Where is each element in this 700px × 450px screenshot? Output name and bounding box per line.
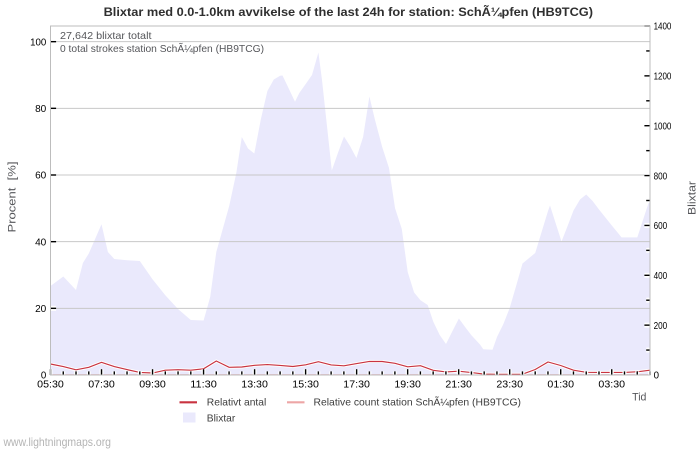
svg-text:20: 20 <box>35 304 46 315</box>
svg-text:40: 40 <box>35 237 46 248</box>
svg-text:80: 80 <box>35 104 46 115</box>
svg-text:0: 0 <box>41 371 47 382</box>
svg-text:Tid: Tid <box>632 392 646 404</box>
svg-text:Blixtar: Blixtar <box>687 181 699 215</box>
svg-text:23:30: 23:30 <box>496 380 523 391</box>
svg-text:27,642 blixtar totalt: 27,642 blixtar totalt <box>60 31 152 42</box>
svg-text:Relative count station SchÃ¼pf: Relative count station SchÃ¼pfen (HB9TCG… <box>314 396 522 409</box>
svg-text:Relativt antal: Relativt antal <box>207 398 266 409</box>
svg-text:Blixtar med 0.0-1.0km avvikels: Blixtar med 0.0-1.0km avvikelse of the l… <box>104 4 593 19</box>
svg-text:200: 200 <box>654 321 668 332</box>
svg-text:400: 400 <box>654 271 668 282</box>
svg-text:600: 600 <box>654 221 668 232</box>
svg-text:17:30: 17:30 <box>343 380 370 391</box>
svg-text:0 total strokes station SchÃ¼p: 0 total strokes station SchÃ¼pfen (HB9TC… <box>60 42 264 55</box>
svg-text:11:30: 11:30 <box>190 380 217 391</box>
svg-text:1200: 1200 <box>654 72 672 83</box>
svg-text:03:30: 03:30 <box>598 380 625 391</box>
svg-text:05:30: 05:30 <box>37 380 64 391</box>
svg-text:13:30: 13:30 <box>241 380 268 391</box>
svg-text:07:30: 07:30 <box>88 380 115 391</box>
svg-text:09:30: 09:30 <box>139 380 166 391</box>
svg-text:Blixtar: Blixtar <box>207 413 236 424</box>
svg-text:1400: 1400 <box>654 22 672 33</box>
svg-text:Procent [%]: Procent [%] <box>6 162 18 233</box>
svg-text:1000: 1000 <box>654 121 672 132</box>
svg-text:19:30: 19:30 <box>394 380 421 391</box>
svg-text:100: 100 <box>30 37 46 48</box>
svg-text:01:30: 01:30 <box>547 380 574 391</box>
svg-text:21:30: 21:30 <box>445 380 472 391</box>
svg-text:800: 800 <box>654 171 668 182</box>
svg-text:www.lightningmaps.org: www.lightningmaps.org <box>3 435 111 449</box>
svg-text:60: 60 <box>35 171 46 182</box>
svg-text:15:30: 15:30 <box>292 380 319 391</box>
svg-text:0: 0 <box>654 371 660 382</box>
